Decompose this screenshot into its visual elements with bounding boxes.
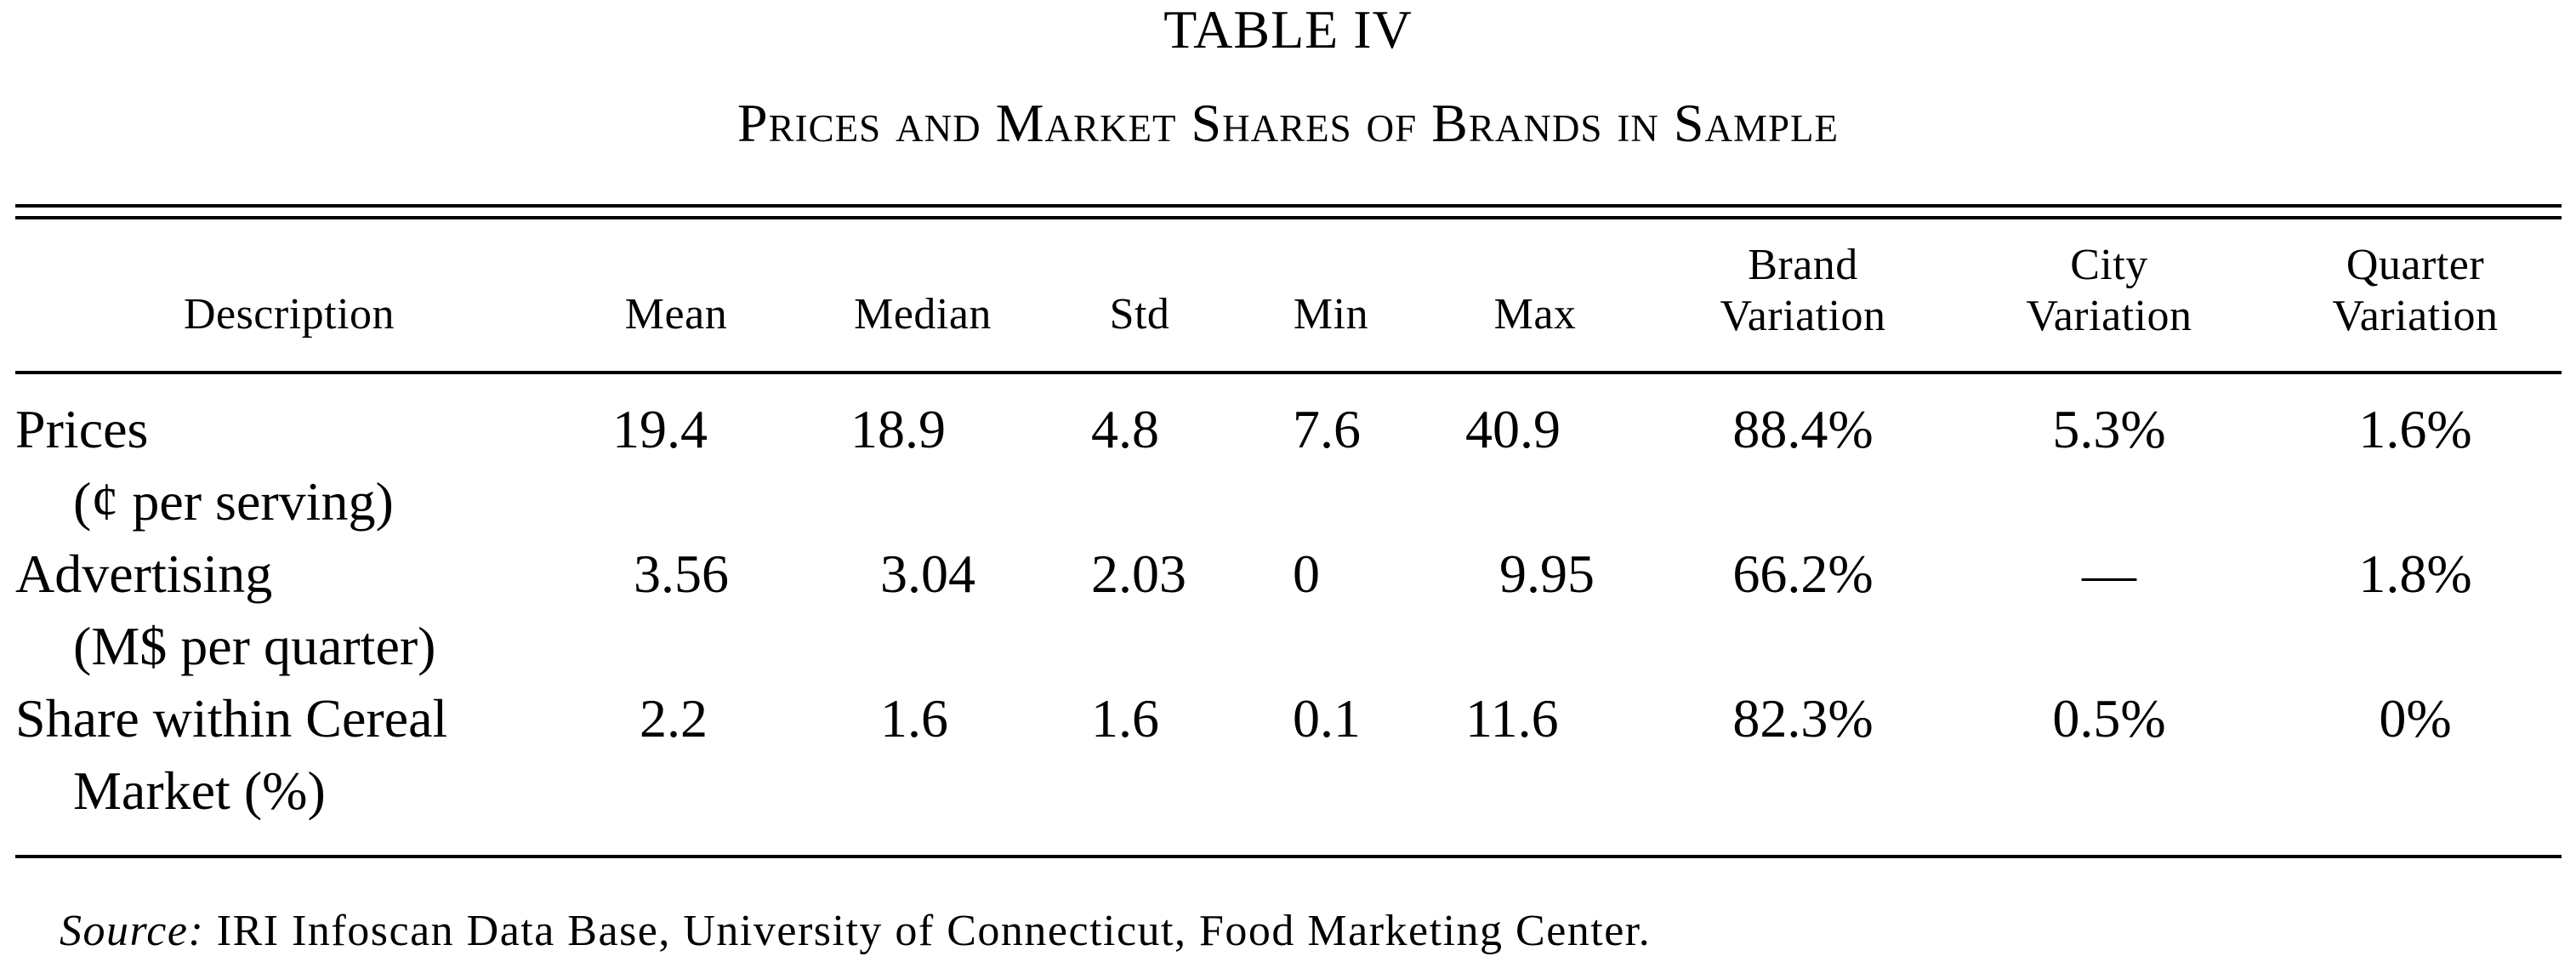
header-brand-variation: Brand Variation [1680,240,1926,342]
table-title: Prices and Market Shares of Brands in Sa… [737,93,1839,153]
row-description-line1: Advertising [15,544,273,604]
row-description: Advertising (M$ per quarter) [15,538,435,682]
cell-min: 7.6 [1293,399,1361,459]
cell-max: 9.95 [1499,544,1595,604]
cell-brand-variation: 66.2% [1732,544,1874,604]
row-description-line2: (M$ per quarter) [73,616,436,676]
table-label: TABLE IV [1163,0,1413,60]
header-city-variation-line2: Variation [2026,292,2192,340]
cell-brand-variation: 88.4% [1732,399,1874,459]
cell-median: 1.6 [880,688,948,749]
cell-max: 11.6 [1465,688,1559,749]
header-city-variation-line1: City [2070,241,2148,289]
cell-city-variation: — [2082,544,2136,604]
cell-quarter-variation: 1.6% [2358,399,2472,459]
header-min: Min [1293,290,1369,339]
cell-std: 2.03 [1091,544,1186,604]
source-note: Source: IRI Infoscan Data Base, Universi… [60,906,1651,957]
header-median: Median [854,290,992,339]
top-rule-1 [15,204,2562,208]
row-description-line1: Share within Cereal [15,688,448,749]
cell-std: 4.8 [1091,399,1159,459]
cell-mean: 19.4 [612,399,708,459]
cell-std: 1.6 [1091,688,1159,749]
source-text: IRI Infoscan Data Base, University of Co… [216,907,1652,955]
cell-max: 40.9 [1465,399,1561,459]
cell-city-variation: 5.3% [2052,399,2166,459]
cell-min: 0 [1293,544,1320,604]
header-std: Std [1109,290,1170,339]
header-quarter-variation-line2: Variation [2332,292,2499,340]
cell-city-variation: 0.5% [2052,688,2166,749]
header-brand-variation-line1: Brand [1748,241,1858,289]
cell-min: 0.1 [1293,688,1361,749]
cell-mean: 2.2 [640,688,708,749]
header-max: Max [1493,290,1577,339]
cell-brand-variation: 82.3% [1732,688,1874,749]
header-rule [15,371,2562,374]
bottom-rule [15,855,2562,858]
cell-median: 18.9 [850,399,946,459]
source-label: Source: [60,907,205,955]
header-quarter-variation-line1: Quarter [2346,241,2485,289]
cell-mean: 3.56 [634,544,729,604]
row-description: Prices (¢ per serving) [15,393,394,538]
row-description-line1: Prices [15,399,149,459]
header-brand-variation-line2: Variation [1720,292,1886,340]
cell-quarter-variation: 0% [2379,688,2452,749]
header-city-variation: City Variation [1982,240,2237,342]
row-description-line2: Market (%) [73,760,326,821]
header-mean: Mean [624,290,728,339]
header-description: Description [183,290,395,339]
row-description: Share within Cereal Market (%) [15,682,447,827]
header-quarter-variation: Quarter Variation [2288,240,2543,342]
row-description-line2: (¢ per serving) [73,471,394,532]
top-rule-2 [15,216,2562,219]
cell-quarter-variation: 1.8% [2358,544,2472,604]
cell-median: 3.04 [880,544,975,604]
